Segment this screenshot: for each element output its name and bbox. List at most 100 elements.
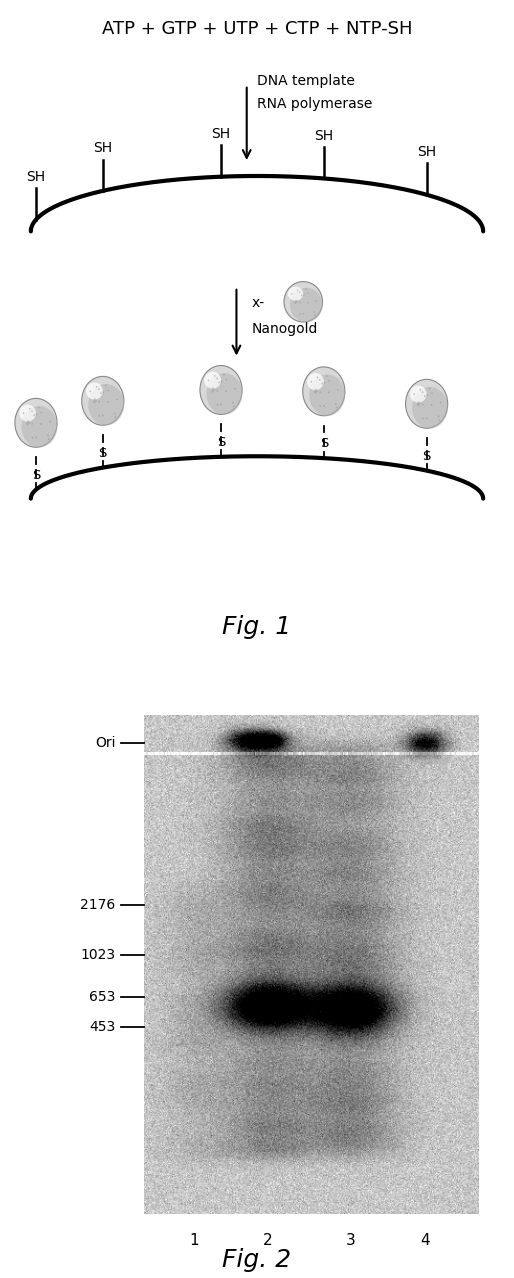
Ellipse shape [328, 380, 330, 382]
Text: x-: x- [252, 296, 265, 311]
Text: 653: 653 [89, 990, 116, 1005]
Ellipse shape [314, 312, 315, 313]
Ellipse shape [49, 420, 51, 423]
Text: SH: SH [211, 127, 231, 141]
Ellipse shape [223, 373, 225, 376]
Ellipse shape [310, 381, 312, 382]
Ellipse shape [102, 414, 104, 417]
Ellipse shape [419, 403, 420, 405]
Ellipse shape [438, 415, 439, 418]
Ellipse shape [96, 386, 97, 387]
Text: ATP + GTP + UTP + CTP + NTP-SH: ATP + GTP + UTP + CTP + NTP-SH [102, 19, 412, 37]
Ellipse shape [314, 391, 316, 392]
Text: SH: SH [314, 129, 334, 143]
Ellipse shape [233, 405, 234, 408]
Ellipse shape [28, 422, 30, 424]
Text: SH: SH [417, 144, 436, 158]
Ellipse shape [200, 366, 242, 414]
Ellipse shape [32, 437, 33, 438]
Ellipse shape [315, 389, 317, 391]
Ellipse shape [319, 391, 321, 394]
Text: S: S [320, 437, 328, 450]
Text: 3: 3 [346, 1233, 356, 1249]
Text: RNA polymerase: RNA polymerase [257, 97, 372, 111]
Ellipse shape [307, 302, 308, 303]
Ellipse shape [94, 401, 95, 404]
Ellipse shape [94, 399, 96, 400]
Text: Fig. 1: Fig. 1 [223, 615, 291, 639]
Ellipse shape [309, 374, 345, 417]
Ellipse shape [116, 399, 118, 400]
Ellipse shape [93, 400, 95, 403]
Ellipse shape [207, 373, 242, 414]
Ellipse shape [301, 295, 302, 296]
Ellipse shape [19, 405, 36, 422]
Ellipse shape [31, 423, 33, 424]
Ellipse shape [15, 399, 57, 447]
Ellipse shape [218, 381, 220, 383]
Ellipse shape [427, 394, 428, 396]
Ellipse shape [299, 291, 300, 293]
Ellipse shape [290, 288, 323, 322]
Ellipse shape [48, 438, 49, 440]
Ellipse shape [23, 413, 24, 414]
Ellipse shape [226, 378, 227, 381]
Ellipse shape [299, 313, 301, 314]
Ellipse shape [324, 382, 325, 383]
Ellipse shape [33, 414, 35, 417]
Text: S: S [32, 469, 40, 482]
Ellipse shape [296, 302, 298, 303]
Ellipse shape [426, 418, 428, 419]
Ellipse shape [406, 380, 448, 428]
Ellipse shape [221, 381, 223, 382]
Ellipse shape [307, 373, 324, 390]
Ellipse shape [316, 390, 318, 392]
Ellipse shape [440, 401, 442, 404]
Ellipse shape [98, 389, 100, 390]
Ellipse shape [216, 377, 218, 380]
Ellipse shape [36, 413, 38, 415]
Ellipse shape [31, 410, 33, 413]
Ellipse shape [47, 435, 49, 436]
Ellipse shape [307, 293, 309, 294]
Ellipse shape [216, 390, 218, 392]
Ellipse shape [423, 418, 424, 419]
Ellipse shape [89, 390, 91, 392]
Ellipse shape [38, 406, 40, 409]
Text: 2176: 2176 [80, 898, 116, 912]
Ellipse shape [337, 389, 339, 391]
Ellipse shape [431, 392, 433, 395]
Ellipse shape [438, 419, 440, 420]
Text: S: S [99, 447, 107, 460]
Text: Nanogold: Nanogold [252, 322, 318, 336]
Ellipse shape [232, 401, 234, 404]
Ellipse shape [303, 294, 305, 295]
Ellipse shape [335, 403, 337, 405]
Ellipse shape [429, 387, 430, 390]
Ellipse shape [114, 413, 116, 414]
Text: 453: 453 [89, 1020, 116, 1034]
Ellipse shape [115, 417, 116, 418]
Ellipse shape [22, 406, 57, 447]
Ellipse shape [320, 405, 321, 408]
Ellipse shape [410, 386, 427, 403]
Ellipse shape [98, 400, 100, 403]
Ellipse shape [82, 377, 124, 426]
Ellipse shape [323, 405, 325, 406]
Ellipse shape [295, 302, 296, 303]
Ellipse shape [214, 374, 215, 377]
Ellipse shape [107, 390, 109, 391]
Ellipse shape [208, 380, 209, 381]
Ellipse shape [417, 403, 419, 405]
Ellipse shape [88, 383, 124, 426]
Ellipse shape [315, 392, 316, 394]
Ellipse shape [319, 378, 321, 381]
Ellipse shape [213, 389, 215, 391]
Text: 4: 4 [420, 1233, 429, 1249]
Ellipse shape [297, 289, 298, 291]
Ellipse shape [316, 300, 317, 302]
Ellipse shape [328, 391, 329, 394]
Text: 1023: 1023 [81, 948, 116, 962]
Ellipse shape [40, 423, 42, 424]
Ellipse shape [424, 395, 426, 397]
